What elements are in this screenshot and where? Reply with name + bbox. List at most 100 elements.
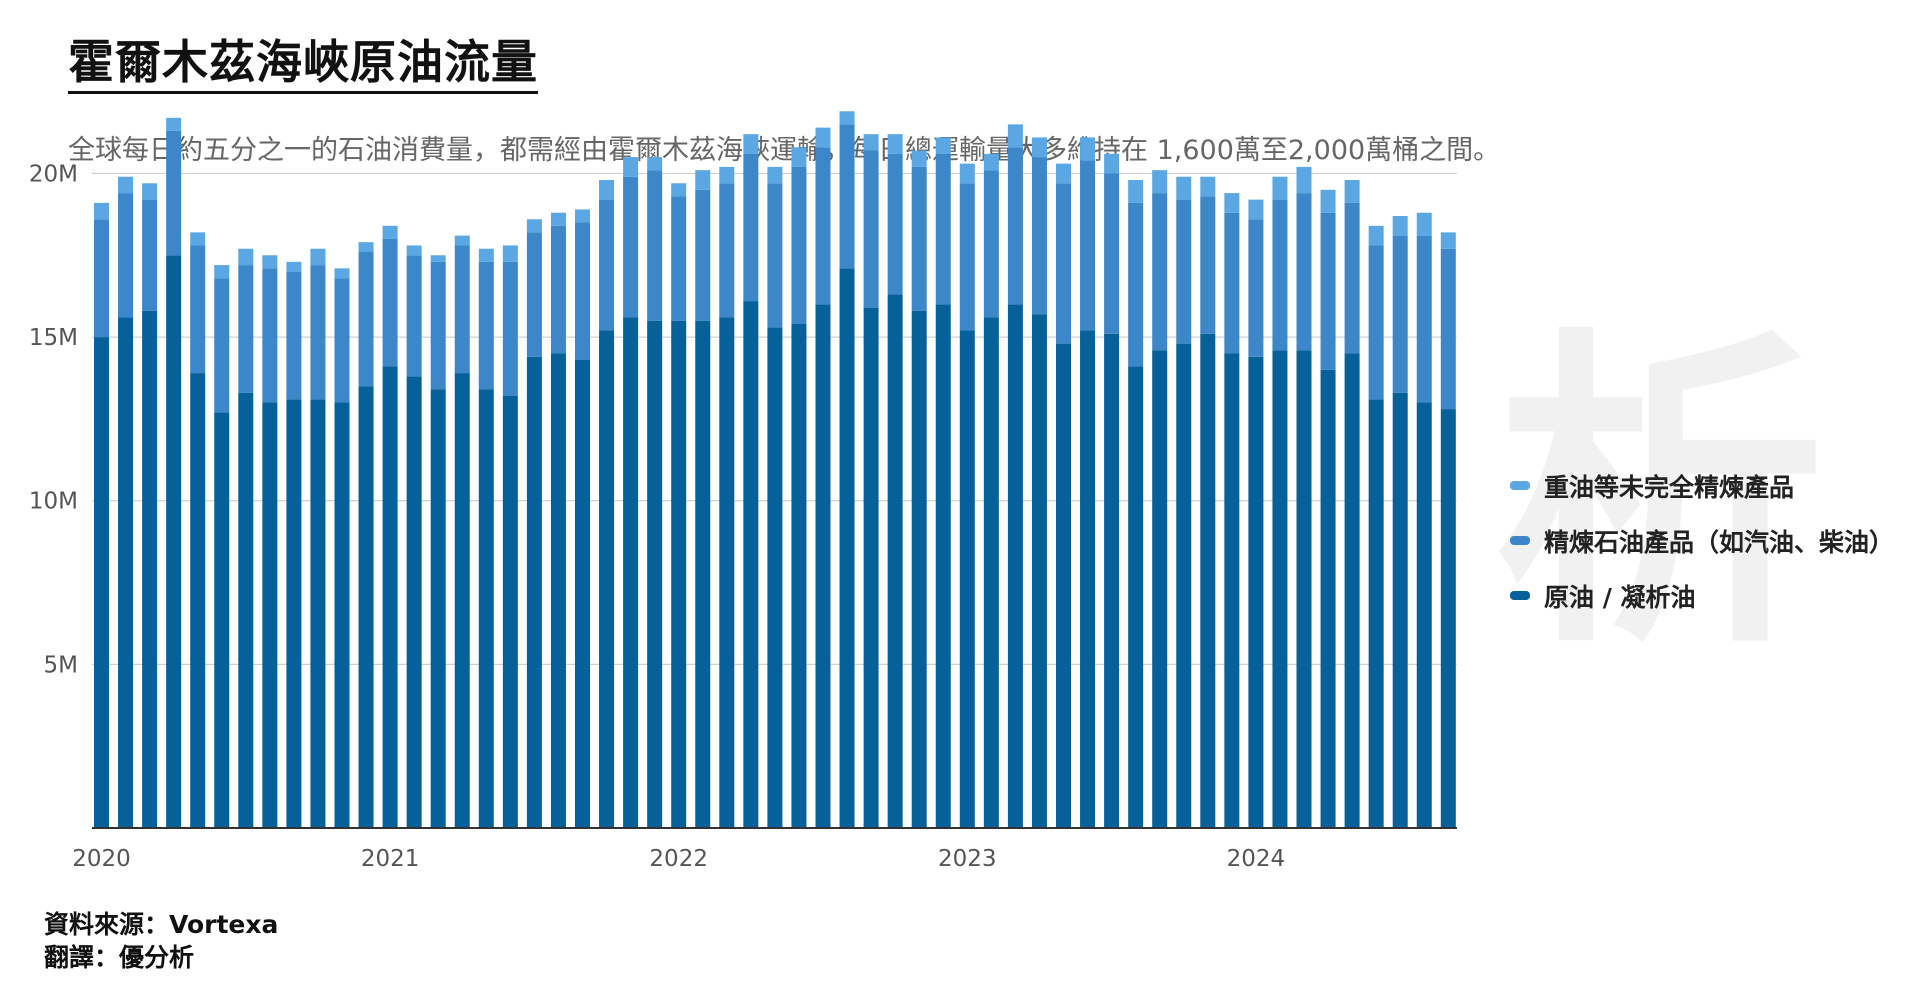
bar-segment-heavy bbox=[839, 111, 855, 125]
bar-segment-crude bbox=[406, 376, 422, 828]
legend-label-crude: 原油 / 凝析油 bbox=[1544, 582, 1696, 612]
bar-segment-heavy bbox=[454, 235, 470, 246]
bar-segment-refined bbox=[382, 238, 398, 367]
bar-segment-crude bbox=[887, 294, 903, 829]
bar-segment-heavy bbox=[502, 245, 518, 262]
bar-segment-refined bbox=[454, 245, 470, 374]
bar-segment-refined bbox=[671, 196, 687, 321]
bar-segment-heavy bbox=[983, 153, 999, 171]
chart-title: 霍爾木茲海峽原油流量 bbox=[68, 36, 538, 94]
chart-subtitle: 全球每日約五分之一的石油消費量，都需經由霍爾木茲海峽運輸，每日總運輸量大多維持在… bbox=[68, 135, 1501, 166]
bar-segment-refined bbox=[430, 261, 446, 390]
bar-segment-heavy bbox=[262, 255, 278, 269]
bar-segment-crude bbox=[575, 360, 590, 828]
bar-segment-heavy bbox=[142, 183, 158, 200]
bar-segment-refined bbox=[1200, 196, 1216, 334]
bar-segment-crude bbox=[815, 304, 831, 828]
bar-segment-refined bbox=[1104, 173, 1120, 334]
bar-segment-crude bbox=[1056, 343, 1071, 828]
bar-segment-crude bbox=[1416, 402, 1432, 828]
bar-segment-crude bbox=[623, 317, 639, 828]
bar-segment-heavy bbox=[1080, 137, 1096, 161]
bar-segment-heavy bbox=[1296, 166, 1312, 194]
bar-segment-crude bbox=[382, 366, 398, 828]
bar-segment-heavy bbox=[1031, 137, 1047, 158]
bar-segment-heavy bbox=[1440, 232, 1456, 249]
bar-segment-crude bbox=[238, 392, 254, 828]
bar-segment-heavy bbox=[550, 212, 566, 226]
bar-segment-refined bbox=[1296, 193, 1312, 351]
bar-segment-heavy bbox=[671, 183, 687, 197]
bar-segment-heavy bbox=[695, 170, 711, 190]
y-tick-label: 10M bbox=[29, 489, 78, 515]
bar-segment-heavy bbox=[887, 134, 903, 154]
bar-segment-crude bbox=[983, 317, 999, 828]
x-tick-label: 2024 bbox=[1227, 846, 1286, 872]
bar-segment-heavy bbox=[1176, 176, 1192, 200]
bar-segment-heavy bbox=[719, 166, 735, 184]
bar-segment-crude bbox=[166, 255, 182, 829]
bar-segment-crude bbox=[1128, 366, 1144, 828]
bar-segment-refined bbox=[719, 183, 735, 318]
bar-segment-refined bbox=[1440, 248, 1456, 410]
bar-segment-heavy bbox=[599, 180, 615, 200]
bar-segment-refined bbox=[1416, 235, 1432, 403]
bar-segment-refined bbox=[959, 183, 975, 331]
bar-segment-refined bbox=[214, 278, 230, 413]
bar-segment-crude bbox=[214, 412, 230, 828]
bar-segment-refined bbox=[935, 153, 951, 305]
bar-segment-crude bbox=[1272, 350, 1288, 828]
bar-segment-refined bbox=[286, 271, 302, 400]
x-tick-label: 2021 bbox=[361, 846, 420, 872]
bar-segment-refined bbox=[166, 130, 182, 256]
bar-segment-heavy bbox=[911, 150, 927, 167]
bar-segment-crude bbox=[959, 330, 975, 828]
bar-segment-refined bbox=[767, 183, 783, 328]
bar-segment-refined bbox=[575, 222, 590, 360]
watermark-logo: 析 bbox=[1495, 303, 1825, 687]
bar-segment-heavy bbox=[863, 134, 879, 151]
bar-segment-heavy bbox=[1128, 180, 1144, 203]
bar-segment-heavy bbox=[94, 202, 109, 220]
bar-segment-refined bbox=[815, 147, 831, 305]
bar-segment-crude bbox=[599, 330, 615, 828]
bar-segment-heavy bbox=[1392, 216, 1408, 236]
bar-segment-heavy bbox=[190, 232, 206, 246]
bar-segment-heavy bbox=[478, 248, 494, 262]
bar-segment-crude bbox=[863, 307, 879, 828]
bar-segment-heavy bbox=[1224, 193, 1240, 213]
bar-segment-crude bbox=[550, 353, 566, 828]
bar-segment-heavy bbox=[767, 166, 783, 184]
bar-segment-crude bbox=[526, 356, 542, 828]
bar-segment-crude bbox=[478, 389, 494, 828]
bar-segment-heavy bbox=[406, 245, 422, 256]
bar-segment-crude bbox=[671, 320, 687, 828]
bar-segment-heavy bbox=[430, 255, 446, 262]
bar-segment-refined bbox=[839, 124, 855, 269]
legend-swatch-heavy bbox=[1510, 481, 1530, 490]
bar-segment-refined bbox=[310, 265, 326, 400]
bar-segment-crude bbox=[911, 310, 927, 829]
bar-segment-heavy bbox=[1104, 153, 1120, 174]
legend-item-heavy: 重油等未完全精煉產品 bbox=[1510, 458, 1894, 513]
bar-segment-heavy bbox=[214, 265, 230, 279]
bar-segment-refined bbox=[118, 193, 134, 318]
bar-segment-crude bbox=[1224, 353, 1240, 828]
bar-segment-refined bbox=[1056, 183, 1071, 344]
legend-swatch-crude bbox=[1510, 591, 1530, 600]
bar-segment-crude bbox=[1200, 333, 1216, 828]
bar-segment-refined bbox=[1224, 212, 1240, 354]
bar-segment-refined bbox=[1272, 199, 1288, 351]
bar-segment-crude bbox=[935, 304, 951, 828]
bar-segment-refined bbox=[334, 278, 350, 403]
translation-note: 翻譯：優分析 bbox=[44, 943, 195, 972]
bar-segment-refined bbox=[1176, 199, 1192, 344]
bar-segment-crude bbox=[1320, 369, 1336, 828]
bar-segment-heavy bbox=[575, 209, 590, 223]
bar-segment-refined bbox=[526, 232, 542, 357]
bar-segment-refined bbox=[142, 199, 158, 311]
bar-segment-crude bbox=[1248, 356, 1264, 828]
bar-segment-refined bbox=[743, 153, 759, 302]
bar-segment-heavy bbox=[118, 176, 134, 194]
bar-segment-crude bbox=[719, 317, 735, 828]
